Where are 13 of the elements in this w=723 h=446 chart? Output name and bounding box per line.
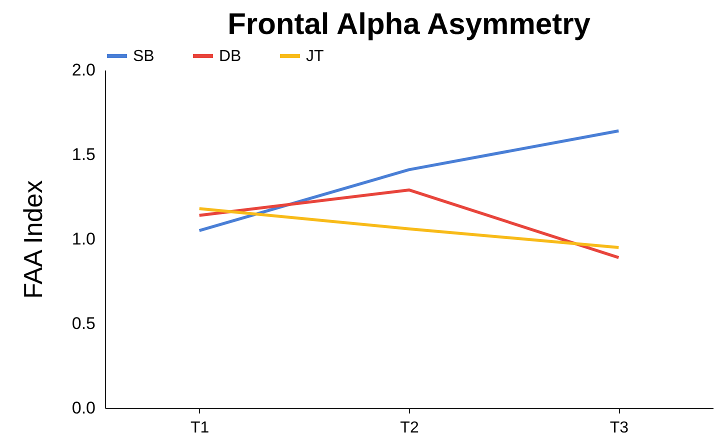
- legend-label: SB: [133, 48, 154, 65]
- x-tick-label: T2: [400, 420, 419, 436]
- y-tick-label: 1.5: [72, 145, 96, 164]
- y-tick-label: 1.0: [72, 230, 96, 248]
- x-tick-label: T3: [610, 420, 629, 436]
- chart-title: Frontal Alpha Asymmetry: [228, 8, 591, 41]
- legend-label: DB: [219, 48, 242, 65]
- y-tick-label: 0.5: [72, 314, 96, 333]
- y-tick-label: 0.0: [72, 398, 96, 418]
- y-tick-label: 2.0: [72, 60, 96, 80]
- legend-label: JT: [306, 48, 324, 65]
- y-axis-title: FAA Index: [18, 180, 48, 299]
- x-tick-label: T1: [190, 420, 210, 436]
